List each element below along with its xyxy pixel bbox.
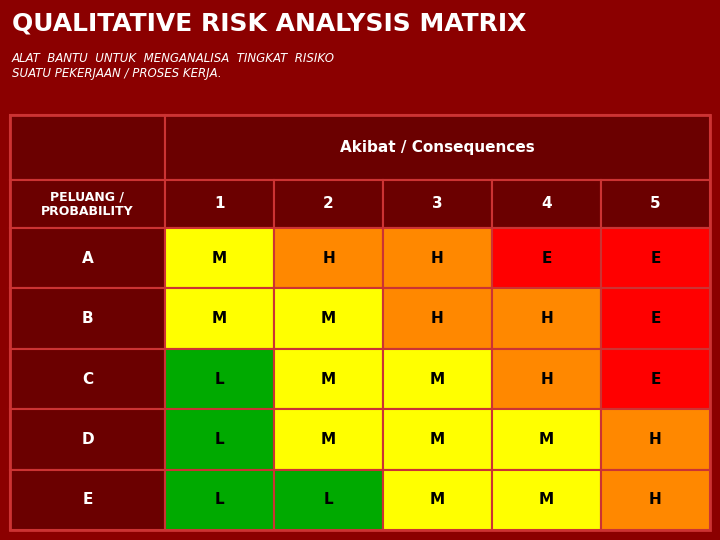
Bar [383, 349, 492, 409]
Bar [165, 349, 274, 409]
Bar [383, 288, 492, 349]
Bar [10, 180, 165, 228]
Bar [10, 115, 165, 180]
Text: 2: 2 [323, 197, 334, 212]
Bar [274, 228, 383, 288]
Bar [601, 349, 710, 409]
Text: QUALITATIVE RISK ANALYSIS MATRIX: QUALITATIVE RISK ANALYSIS MATRIX [12, 12, 526, 36]
Bar [383, 409, 492, 470]
Bar [165, 409, 274, 470]
Text: C: C [82, 372, 93, 387]
Text: H: H [649, 432, 662, 447]
Text: E: E [541, 251, 552, 266]
Bar [165, 470, 274, 530]
Text: H: H [431, 251, 444, 266]
Text: M: M [321, 372, 336, 387]
Text: H: H [540, 311, 553, 326]
Text: M: M [430, 492, 445, 507]
Text: E: E [650, 251, 661, 266]
Bar [165, 180, 274, 228]
Bar [492, 228, 601, 288]
Text: M: M [430, 432, 445, 447]
Bar [165, 288, 274, 349]
Bar [383, 228, 492, 288]
Bar [601, 470, 710, 530]
Text: A: A [81, 251, 94, 266]
Bar [10, 288, 165, 349]
Bar [274, 288, 383, 349]
Bar [601, 180, 710, 228]
Text: E: E [650, 311, 661, 326]
Bar [10, 470, 165, 530]
Bar [383, 180, 492, 228]
Bar [601, 288, 710, 349]
Bar [492, 409, 601, 470]
Bar [492, 349, 601, 409]
Text: M: M [430, 372, 445, 387]
Text: L: L [215, 372, 225, 387]
Text: E: E [650, 372, 661, 387]
Text: M: M [321, 311, 336, 326]
Text: H: H [540, 372, 553, 387]
Text: B: B [81, 311, 94, 326]
Bar [274, 470, 383, 530]
Bar [274, 409, 383, 470]
Bar [274, 180, 383, 228]
Text: M: M [212, 251, 227, 266]
Bar [274, 349, 383, 409]
Bar [492, 180, 601, 228]
Text: M: M [321, 432, 336, 447]
Bar [165, 115, 710, 180]
Bar [10, 349, 165, 409]
Bar [383, 470, 492, 530]
Bar [10, 115, 710, 530]
Text: 3: 3 [432, 197, 443, 212]
Text: M: M [212, 311, 227, 326]
Text: H: H [649, 492, 662, 507]
Text: L: L [215, 492, 225, 507]
Text: M: M [539, 492, 554, 507]
Text: D: D [81, 432, 94, 447]
Bar [601, 409, 710, 470]
Text: 5: 5 [650, 197, 661, 212]
Bar [601, 228, 710, 288]
Text: E: E [82, 492, 93, 507]
Bar [492, 470, 601, 530]
Text: H: H [431, 311, 444, 326]
Text: ALAT  BANTU  UNTUK  MENGANALISA  TINGKAT  RISIKO
SUATU PEKERJAAN / PROSES KERJA.: ALAT BANTU UNTUK MENGANALISA TINGKAT RIS… [12, 52, 335, 80]
Bar [10, 228, 165, 288]
Bar [165, 228, 274, 288]
Text: H: H [322, 251, 335, 266]
Text: L: L [324, 492, 333, 507]
Bar [492, 288, 601, 349]
Text: Akibat / Consequences: Akibat / Consequences [340, 140, 535, 155]
Text: 4: 4 [541, 197, 552, 212]
Text: L: L [215, 432, 225, 447]
Bar [10, 409, 165, 470]
Text: 1: 1 [215, 197, 225, 212]
Text: M: M [539, 432, 554, 447]
Text: PELUANG /
PROBABILITY: PELUANG / PROBABILITY [41, 190, 134, 218]
